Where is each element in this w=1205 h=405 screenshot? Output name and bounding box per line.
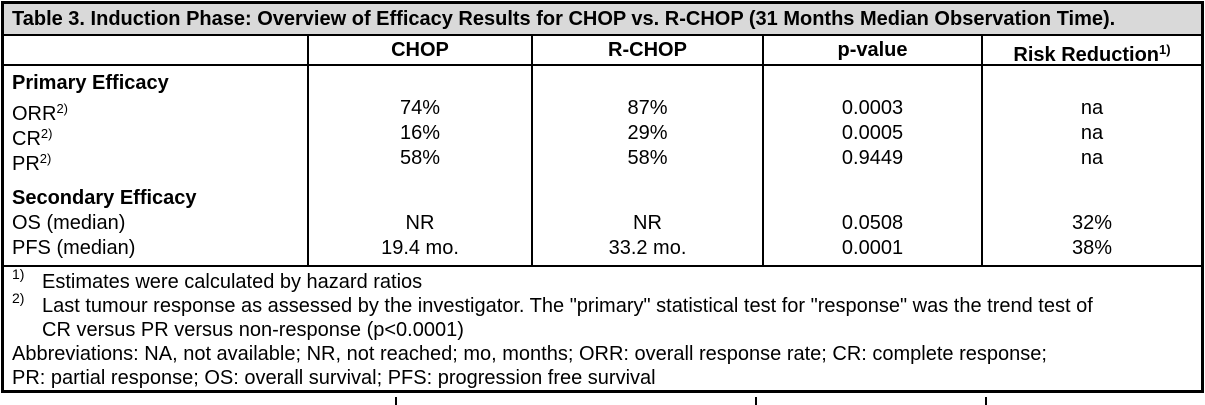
footnote-line: Abbreviations: NA, not available; NR, no… [12,343,1047,365]
footnote-marker: 2) [39,151,52,166]
cell-value-pfs-median-p-value: 0.0001 [841,237,904,259]
table-header-row: CHOP R-CHOP p-value Risk Reduction1) [4,36,1201,66]
cell-value-pfs-median-risk-reduction: 38% [1071,237,1113,259]
footnote-line: Last tumour response as assessed by the … [42,295,1093,317]
row-label-os-median: OS (median) [12,212,126,234]
cell-value-cr-risk-reduction: na [1080,122,1104,144]
table-footnotes: 1) Estimates were calculated by hazard ra… [4,266,1201,390]
section-heading-secondary-efficacy: Secondary Efficacy [12,187,197,209]
cell-value-os-median-r-chop: NR [633,212,662,234]
column-header-chop: CHOP [307,36,531,64]
table-body: Primary Efficacy ORR2) CR2) PR2) Secondary E… [4,66,1201,267]
blank-cell [533,71,762,96]
blank-cell [764,186,981,211]
footnote-line: PR: partial response; OS: overall surviv… [12,367,656,389]
row-label-orr: ORR2) [12,101,69,121]
blank-cell [533,186,762,211]
footnote-2: 2) Last tumour response as assessed by th… [12,290,1193,342]
section-spacer [309,171,531,186]
abbreviations-note: Abbreviations: NA, not available; NR, no… [12,342,1193,390]
footnote-marker: 1) [12,266,25,282]
footnote-marker: 2) [12,290,25,306]
column-header-p-value: p-value [762,36,981,64]
column-header-risk-reduction: Risk Reduction1) [981,36,1201,66]
footnote-marker: 1) [1159,42,1171,57]
footnote-marker: 2) [56,101,69,116]
footnote-line: Estimates were calculated by hazard rati… [42,271,423,293]
next-table-border-stub [985,397,987,405]
next-table-border-stub [755,397,757,405]
cell-value-os-median-p-value: 0.0508 [841,212,904,234]
section-spacer [533,171,762,186]
row-label-cr: CR2) [12,126,53,146]
cell-value-cr-r-chop: 29% [627,122,668,144]
body-column-chop: 74% 16% 58% NR 19.4 mo. [307,66,531,265]
section-heading-primary-efficacy: Primary Efficacy [12,72,169,94]
cell-value-orr-p-value: 0.0003 [841,97,904,119]
row-label-pr: PR2) [12,151,52,171]
cell-value-pr-r-chop: 58% [627,147,668,169]
cell-value-pr-chop: 58% [399,147,441,169]
blank-cell [983,71,1201,96]
section-spacer [4,171,307,186]
footnote-1: 1) Estimates were calculated by hazard ra… [12,266,1193,294]
cell-value-orr-risk-reduction: na [1080,97,1104,119]
body-column-labels: Primary Efficacy ORR2) CR2) PR2) Secondary E… [4,66,307,265]
cell-value-orr-r-chop: 87% [627,97,668,119]
row-label-pfs-median: PFS (median) [12,237,136,259]
footnote-marker: 2) [40,126,53,141]
column-header-r-chop: R-CHOP [531,36,762,64]
body-column-risk-reduction: na na na 32% 38% [981,66,1201,265]
next-table-border-stub [395,397,397,405]
cell-value-os-median-risk-reduction: 32% [1071,212,1113,234]
cell-value-os-median-chop: NR [405,212,435,234]
table-title: Table 3. Induction Phase: Overview of Ef… [12,8,1116,30]
blank-cell [309,186,531,211]
blank-cell [764,71,981,96]
table-title-bar: Table 3. Induction Phase: Overview of Ef… [4,4,1201,36]
cell-value-cr-chop: 16% [399,122,441,144]
cell-value-pr-risk-reduction: na [1080,147,1104,169]
cell-value-pfs-median-chop: 19.4 mo. [381,237,459,259]
blank-cell [983,186,1201,211]
section-spacer [764,171,981,186]
footnote-line: CR versus PR versus non-response (p<0.00… [42,319,464,341]
cell-value-pfs-median-r-chop: 33.2 mo. [608,237,687,259]
cell-value-cr-p-value: 0.0005 [841,122,904,144]
cell-value-orr-chop: 74% [399,97,441,119]
section-spacer [983,171,1201,186]
column-header-blank [4,36,307,64]
blank-cell [309,71,531,96]
body-column-p-value: 0.0003 0.0005 0.9449 0.0508 0.0001 [762,66,981,265]
next-table-fragment [0,397,1205,405]
body-column-r-chop: 87% 29% 58% NR 33.2 mo. [531,66,762,265]
efficacy-results-table: Table 3. Induction Phase: Overview of Ef… [1,1,1204,393]
cell-value-pr-p-value: 0.9449 [841,147,904,169]
